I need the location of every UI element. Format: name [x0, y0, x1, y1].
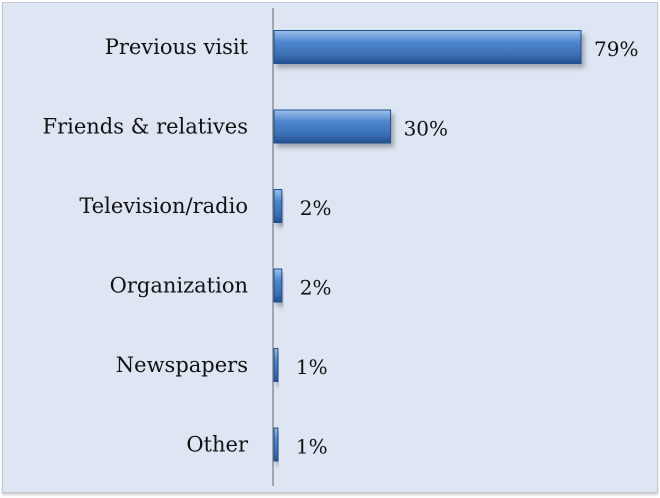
bar-4 — [273, 348, 279, 382]
bar-3 — [273, 268, 283, 303]
category-label-1: Friends & relatives — [43, 115, 248, 139]
category-label-4: Newspapers — [116, 353, 248, 377]
value-label-3: 2% — [300, 276, 332, 300]
category-label-3: Organization — [110, 274, 248, 298]
value-label-1: 30% — [404, 117, 448, 141]
category-label-0: Previous visit — [105, 35, 249, 59]
bar-group: Previous visit 79% Friends & relatives 30% T… — [43, 30, 638, 462]
chart-area — [2, 2, 658, 493]
bar-5 — [273, 427, 279, 462]
bar-2 — [273, 189, 283, 223]
bar-1 — [273, 109, 392, 144]
category-label-2: Television/radio — [79, 194, 248, 218]
value-label-4: 1% — [296, 355, 328, 379]
value-label-2: 2% — [300, 196, 332, 220]
value-label-5: 1% — [296, 435, 328, 459]
category-label-5: Other — [186, 433, 249, 457]
value-label-0: 79% — [594, 37, 638, 61]
bar-0 — [273, 30, 582, 64]
